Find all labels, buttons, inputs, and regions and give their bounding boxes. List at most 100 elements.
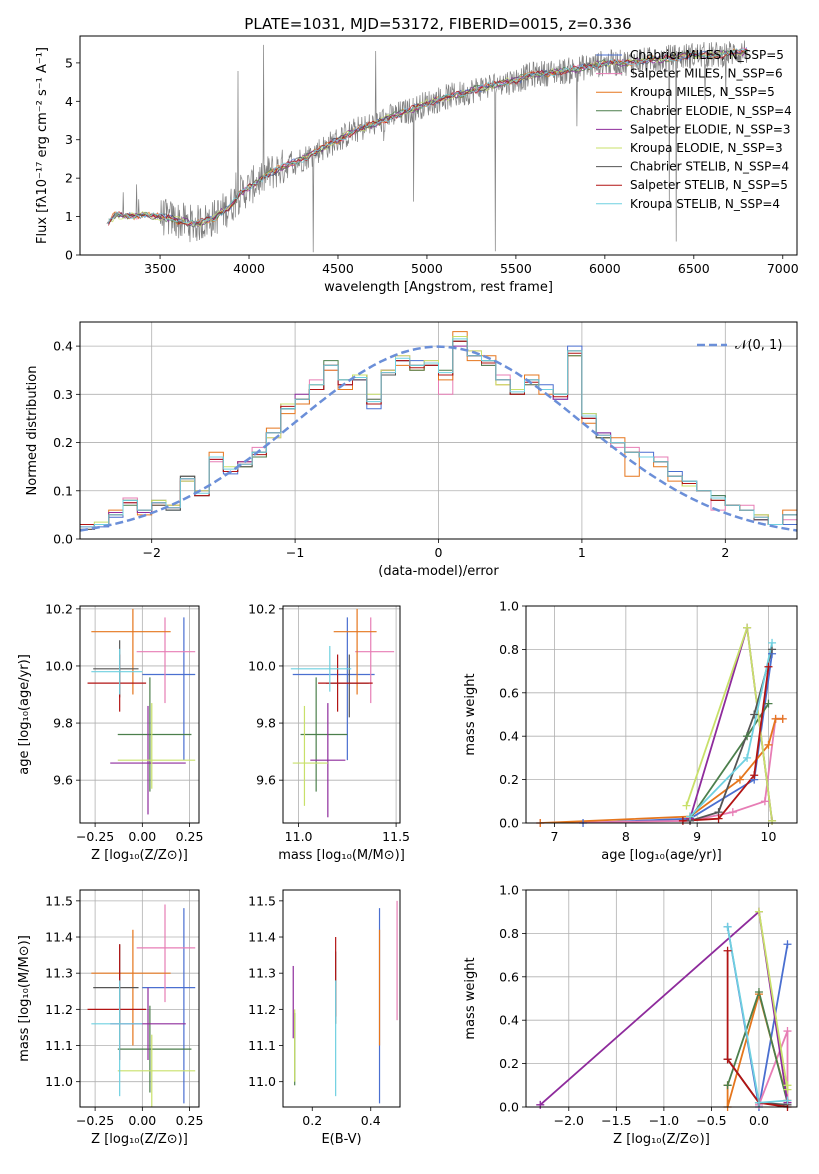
mw-marker-salpeter_stelib: [723, 1055, 732, 1064]
hist-step-kroupa_stelib: [80, 338, 797, 528]
legend-label-salpeter_stelib: Salpeter STELIB, N_SSP=5: [630, 178, 788, 192]
age_vs_z-ytick-label: 9.6: [53, 773, 73, 788]
mw_vs_z-xlabel: Z [log₁₀(Z/Z⊙)]: [613, 1132, 710, 1147]
mw-marker-kroupa_elodie: [682, 801, 691, 810]
age_vs_mass-grid: [283, 606, 400, 823]
mass_vs_z-grid: [80, 890, 199, 1107]
mw-marker-salpeter_stelib: [750, 771, 759, 780]
mass_vs_ebv-xtick-label: 0.2: [302, 1113, 322, 1128]
spectrum-xtick-label: 6500: [678, 261, 710, 276]
mw_vs_age-ytick-label: 0.2: [499, 772, 519, 787]
spectrum-xtick-label: 7000: [767, 261, 799, 276]
mw-marker-salpeter_stelib: [723, 946, 732, 955]
mw_vs_z-ylabel: mass weight: [463, 957, 478, 1039]
legend-label-chabrier_miles: Chabrier MILES, N_SSP=5: [630, 48, 784, 62]
age_vs_z-xtick-label: 0.25: [176, 829, 204, 844]
mass_vs_z-ytick-label: 11.4: [45, 930, 73, 945]
legend-label-salpeter_elodie: Salpeter ELODIE, N_SSP=3: [630, 122, 791, 136]
mw-marker-kroupa_elodie: [743, 623, 752, 632]
mass_vs_z-ytick-label: 11.2: [45, 1002, 73, 1017]
spectrum-title: PLATE=1031, MJD=53172, FIBERID=0015, z=0…: [244, 15, 631, 33]
mass_vs_ebv-ytick-label: 11.3: [248, 966, 276, 981]
residuals-ytick-label: 0.0: [53, 532, 73, 547]
mass_vs_ebv-plot-area: [292, 900, 398, 1104]
age_vs_mass-ytick-label: 10.2: [248, 601, 276, 616]
age_vs_mass-ytick-label: 9.8: [256, 716, 276, 731]
mw_vs_age-plot-area: [540, 627, 783, 823]
residuals-xtick-label: −1: [286, 545, 304, 560]
residuals-xtick-label: −2: [142, 545, 160, 560]
age_vs_z-plot-area: [87, 608, 196, 815]
residuals-grid: [80, 322, 797, 540]
spectrum-ytick-label: 1: [65, 209, 73, 224]
legend-label-salpeter_miles: Salpeter MILES, N_SSP=6: [630, 67, 783, 81]
mw-marker-salpeter_stelib: [714, 814, 723, 823]
age_vs_z-xlabel: Z [log₁₀(Z/Z⊙)]: [91, 848, 188, 863]
residuals-plot-area: [80, 331, 797, 532]
mw-marker-kroupa_stelib: [686, 812, 695, 821]
age_vs_z-ytick-label: 10.2: [45, 601, 73, 616]
normal-curve: [80, 345, 797, 532]
mw_vs_z-axes-frame: [525, 889, 798, 1108]
spectrum-xtick-label: 5000: [411, 261, 443, 276]
spectrum-panel: 3500 4000 4500 5000 5500 6000 6500 7000 0 1 2 3 4 5 wa…: [35, 35, 799, 295]
spectrum-xtick-label: 3500: [144, 261, 176, 276]
legend-label-kroupa_stelib: Kroupa STELIB, N_SSP=4: [630, 197, 780, 211]
age_vs_mass-plot-area: [290, 608, 395, 818]
mw_vs_z-xtick-label: −1.0: [649, 1113, 679, 1128]
age_vs_z-ytick-label: 9.8: [53, 716, 73, 731]
spectrum-xtick-label: 5500: [500, 261, 532, 276]
spectrum-xtick-label: 6000: [589, 261, 621, 276]
mw-marker-kroupa_elodie: [754, 907, 763, 916]
spectrum-ytick-label: 2: [65, 171, 73, 186]
spectrum-ytick-label: 0: [65, 248, 73, 263]
spectrum-ytick-label: 5: [65, 55, 73, 70]
mass_vs_ebv-ytick-label: 11.2: [248, 1002, 276, 1017]
mw-line-salpeter_stelib: [726, 950, 788, 1107]
mw-marker-kroupa_miles: [735, 775, 744, 784]
mw_vs_age-ytick-label: 0.8: [499, 642, 519, 657]
mw_vs_age-ytick-label: 1.0: [499, 599, 519, 614]
mw_vs_age-xlabel: age [log₁₀(age/yr)]: [601, 848, 722, 863]
mass_vs_z-xtick-label: 0.00: [128, 1113, 156, 1128]
mw-marker-chabrier_elodie: [754, 987, 763, 996]
mw-marker-kroupa_stelib: [754, 1098, 763, 1107]
mw_vs_z-ytick-label: 0.2: [499, 1056, 519, 1071]
mw-marker-chabrier_elodie: [764, 699, 773, 708]
mw-marker-salpeter_miles: [760, 797, 769, 806]
residuals-panel: −2 −1 0 1 2 0.0 0.1 0.2 0.3 0.4 (data-model)/error…: [25, 321, 798, 579]
mw_vs_z-ytick-label: 0.6: [499, 969, 519, 984]
residuals-axes-frame: [79, 321, 798, 540]
model-line-salpeter_stelib: [108, 48, 747, 226]
residuals-xtick-label: 1: [578, 545, 586, 560]
mw-marker-kroupa_stelib: [768, 638, 777, 647]
age_vs_mass-axes-frame: [282, 605, 401, 824]
mass_vs_z-ytick-label: 11.1: [45, 1038, 73, 1053]
mw_vs_z-ytick-label: 0.0: [499, 1100, 519, 1115]
mass_vs_z-panel: −0.25 0.00 0.25 11.0 11.1 11.2 11.3 11.4 11.5 Z […: [17, 889, 204, 1147]
mw-marker-kroupa_stelib: [783, 1096, 792, 1105]
age_vs_z-ylabel: age [log₁₀(age/yr)]: [17, 654, 32, 775]
residuals-ytick-label: 0.1: [53, 483, 73, 498]
spectrum-plot-area: [106, 40, 748, 253]
mw-line-chabrier_miles: [726, 926, 789, 1107]
age_vs_z-grid: [80, 606, 199, 823]
model-line-kroupa_stelib: [108, 48, 748, 226]
age_vs_mass-ytick-label: 10.0: [248, 658, 276, 673]
age_vs_z-xtick-label: 0.00: [128, 829, 156, 844]
mw_vs_z-ytick-label: 1.0: [499, 883, 519, 898]
mass_vs_z-ytick-label: 11.0: [45, 1074, 73, 1089]
mw-marker-salpeter_miles: [728, 808, 737, 817]
mass_vs_z-xtick-label: −0.25: [76, 1113, 114, 1128]
age_vs_z-axes-frame: [79, 605, 200, 824]
mw_vs_z-xtick-label: 0.0: [749, 1113, 769, 1128]
mass_vs_z-axes-frame: [79, 889, 200, 1108]
mass_vs_ebv-xtick-label: 0.4: [361, 1113, 381, 1128]
mass_vs_ebv-axes-frame: [282, 889, 401, 1108]
mw-marker-kroupa_elodie: [783, 1081, 792, 1090]
mass_vs_ebv-panel: 0.2 0.4 11.0 11.1 11.2 11.3 11.4 11.5 E(B-V): [248, 889, 401, 1147]
age_vs_mass-ytick-label: 9.6: [256, 773, 276, 788]
spectrum-legend: Chabrier MILES, N_SSP=5 Salpeter MILES, N…: [596, 48, 792, 211]
mass_vs_z-xtick-label: 0.25: [176, 1113, 204, 1128]
